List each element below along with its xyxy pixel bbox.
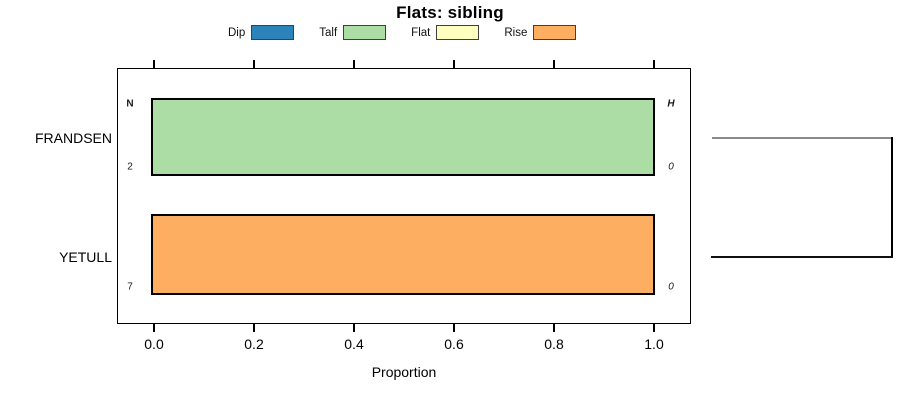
legend-label: Flat bbox=[411, 26, 431, 39]
chart-title: Flats: sibling bbox=[396, 3, 504, 22]
axis-tick-top bbox=[253, 60, 255, 68]
axis-tick-bottom bbox=[553, 324, 555, 332]
legend-swatch-talf bbox=[343, 25, 387, 40]
axis-tick-top bbox=[353, 60, 355, 68]
legend-item-dip: Dip bbox=[228, 25, 295, 40]
bar-frandsen bbox=[151, 98, 655, 176]
row-label-frandsen: FRANDSEN bbox=[34, 130, 112, 146]
axis-tick-bottom bbox=[353, 324, 355, 332]
column-header-h: H bbox=[667, 98, 675, 110]
axis-tick-top bbox=[553, 60, 555, 68]
axis-tick-top bbox=[653, 60, 655, 68]
legend-item-talf: Talf bbox=[319, 25, 387, 40]
legend-label: Rise bbox=[504, 26, 528, 39]
column-header-n: N bbox=[126, 98, 134, 110]
axis-tick-label: 0.4 bbox=[344, 336, 364, 352]
legend-item-flat: Flat bbox=[411, 25, 480, 40]
n-value-frandsen: 2 bbox=[127, 161, 133, 173]
axis-tick-bottom bbox=[453, 324, 455, 332]
legend: Dip Talf Flat Rise bbox=[228, 25, 577, 40]
x-axis-label: Proportion bbox=[371, 364, 437, 380]
row-label-yetull: YETULL bbox=[59, 249, 112, 265]
axis-tick-label: 0.2 bbox=[244, 336, 264, 352]
bar-yetull bbox=[151, 214, 655, 295]
axis-tick-label: 0.8 bbox=[544, 336, 564, 352]
dendrogram-vertical-line bbox=[891, 137, 893, 258]
dendrogram-bottom-line bbox=[711, 256, 893, 258]
legend-label: Dip bbox=[228, 26, 246, 39]
h-value-yetull: 0 bbox=[668, 281, 674, 293]
axis-tick-bottom bbox=[253, 324, 255, 332]
axis-tick-bottom bbox=[653, 324, 655, 332]
axis-tick-top bbox=[153, 60, 155, 68]
axis-tick-bottom bbox=[153, 324, 155, 332]
legend-swatch-dip bbox=[251, 25, 295, 40]
axis-tick-label: 1.0 bbox=[644, 336, 664, 352]
axis-tick-top bbox=[453, 60, 455, 68]
legend-swatch-flat bbox=[436, 25, 480, 40]
n-value-yetull: 7 bbox=[127, 281, 133, 293]
legend-item-rise: Rise bbox=[504, 25, 577, 40]
legend-swatch-rise bbox=[533, 25, 577, 40]
axis-tick-label: 0.6 bbox=[444, 336, 464, 352]
axis-tick-label: 0.0 bbox=[144, 336, 164, 352]
plot-area: N H 2 0 7 0 bbox=[117, 68, 691, 324]
dendrogram-top-line bbox=[712, 137, 893, 139]
h-value-frandsen: 0 bbox=[668, 161, 674, 173]
legend-label: Talf bbox=[319, 26, 338, 39]
